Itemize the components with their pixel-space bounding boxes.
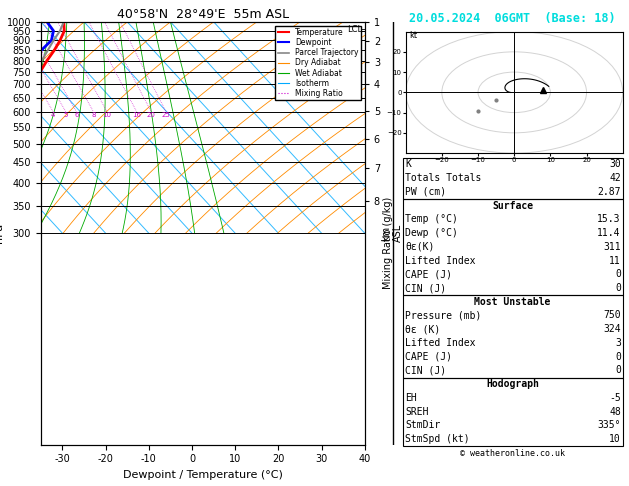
Text: 3: 3 bbox=[615, 338, 621, 348]
Text: 2.87: 2.87 bbox=[598, 187, 621, 197]
Text: 5: 5 bbox=[64, 112, 68, 118]
Text: 15.3: 15.3 bbox=[598, 214, 621, 225]
Text: 20: 20 bbox=[147, 112, 155, 118]
Text: 16: 16 bbox=[132, 112, 141, 118]
Text: 0: 0 bbox=[615, 283, 621, 293]
Text: 6: 6 bbox=[74, 112, 79, 118]
Text: © weatheronline.co.uk: © weatheronline.co.uk bbox=[460, 449, 565, 458]
Text: StmDir: StmDir bbox=[405, 420, 440, 431]
Text: CIN (J): CIN (J) bbox=[405, 283, 446, 293]
Text: Lifted Index: Lifted Index bbox=[405, 338, 476, 348]
Text: Mixing Ratio (g/kg): Mixing Ratio (g/kg) bbox=[383, 197, 393, 289]
Text: StmSpd (kt): StmSpd (kt) bbox=[405, 434, 470, 444]
Text: Totals Totals: Totals Totals bbox=[405, 173, 481, 183]
Text: Dewp (°C): Dewp (°C) bbox=[405, 228, 458, 238]
Text: LCL: LCL bbox=[347, 24, 362, 34]
Text: θε(K): θε(K) bbox=[405, 242, 435, 252]
Text: θε (K): θε (K) bbox=[405, 324, 440, 334]
Text: kt: kt bbox=[409, 31, 418, 40]
Text: 324: 324 bbox=[603, 324, 621, 334]
Text: 11: 11 bbox=[609, 256, 621, 265]
Text: SREH: SREH bbox=[405, 407, 428, 417]
Text: K: K bbox=[405, 159, 411, 170]
Text: 0: 0 bbox=[615, 352, 621, 362]
X-axis label: Dewpoint / Temperature (°C): Dewpoint / Temperature (°C) bbox=[123, 470, 283, 480]
Text: 4: 4 bbox=[51, 112, 55, 118]
Text: CAPE (J): CAPE (J) bbox=[405, 352, 452, 362]
Text: Surface: Surface bbox=[492, 201, 533, 210]
Text: Temp (°C): Temp (°C) bbox=[405, 214, 458, 225]
Text: 0: 0 bbox=[615, 365, 621, 375]
Legend: Temperature, Dewpoint, Parcel Trajectory, Dry Adiabat, Wet Adiabat, Isotherm, Mi: Temperature, Dewpoint, Parcel Trajectory… bbox=[276, 26, 361, 100]
Y-axis label: hPa: hPa bbox=[0, 223, 4, 243]
Text: 335°: 335° bbox=[598, 420, 621, 431]
Text: CAPE (J): CAPE (J) bbox=[405, 269, 452, 279]
Text: CIN (J): CIN (J) bbox=[405, 365, 446, 375]
Text: PW (cm): PW (cm) bbox=[405, 187, 446, 197]
Y-axis label: km
ASL: km ASL bbox=[381, 224, 403, 243]
Text: 20.05.2024  06GMT  (Base: 18): 20.05.2024 06GMT (Base: 18) bbox=[409, 12, 616, 25]
Text: 311: 311 bbox=[603, 242, 621, 252]
Text: Lifted Index: Lifted Index bbox=[405, 256, 476, 265]
Text: 750: 750 bbox=[603, 311, 621, 320]
Text: 30: 30 bbox=[609, 159, 621, 170]
Text: Pressure (mb): Pressure (mb) bbox=[405, 311, 481, 320]
Text: 11.4: 11.4 bbox=[598, 228, 621, 238]
Text: 10: 10 bbox=[609, 434, 621, 444]
Text: 25: 25 bbox=[162, 112, 170, 118]
Text: Hodograph: Hodograph bbox=[486, 379, 539, 389]
Text: Most Unstable: Most Unstable bbox=[474, 297, 551, 307]
Text: 0: 0 bbox=[615, 269, 621, 279]
Title: 40°58'N  28°49'E  55m ASL: 40°58'N 28°49'E 55m ASL bbox=[117, 8, 289, 21]
Text: 8: 8 bbox=[91, 112, 96, 118]
Text: 10: 10 bbox=[103, 112, 111, 118]
Text: 42: 42 bbox=[609, 173, 621, 183]
Text: 48: 48 bbox=[609, 407, 621, 417]
Text: -5: -5 bbox=[609, 393, 621, 403]
Text: EH: EH bbox=[405, 393, 417, 403]
